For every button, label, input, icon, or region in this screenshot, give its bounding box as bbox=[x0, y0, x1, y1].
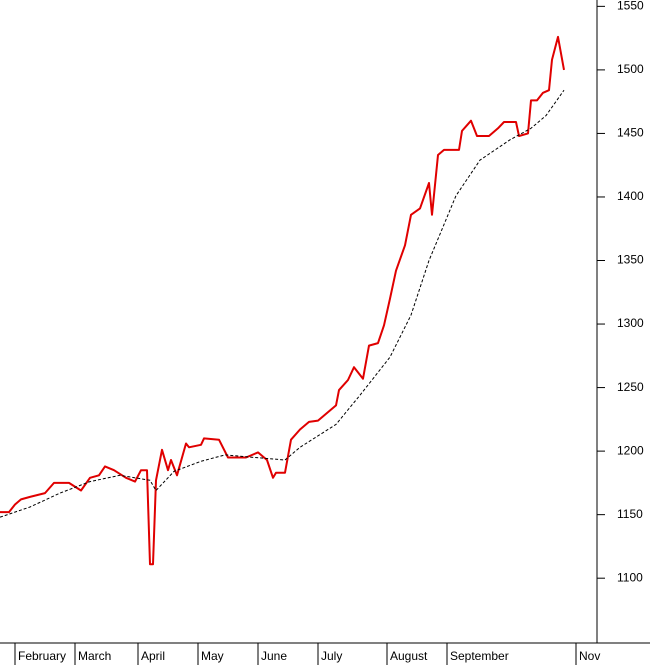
y-tick-label: 1250 bbox=[617, 380, 644, 394]
x-tick-label: February bbox=[18, 649, 66, 663]
y-tick-label: 1100 bbox=[617, 570, 643, 584]
series-line bbox=[0, 35, 565, 566]
y-tick-label: 1500 bbox=[617, 62, 644, 76]
x-tick-label: July bbox=[321, 649, 342, 663]
y-tick-label: 1350 bbox=[617, 253, 644, 267]
y-tick-label: 1300 bbox=[617, 316, 644, 330]
y-tick-label: 1400 bbox=[617, 189, 644, 203]
x-tick-label: April bbox=[141, 649, 165, 663]
x-tick-label: May bbox=[201, 649, 224, 663]
x-tick-label: September bbox=[450, 649, 509, 663]
y-tick-label: 1450 bbox=[617, 126, 644, 140]
x-tick-label: August bbox=[390, 649, 428, 663]
x-tick-label: March bbox=[78, 649, 111, 663]
series-line bbox=[0, 89, 565, 518]
x-tick-label: June bbox=[261, 649, 287, 663]
y-tick-label: 1200 bbox=[617, 443, 644, 457]
y-tick-label: 1550 bbox=[617, 0, 644, 13]
x-tick-label: Nov bbox=[579, 649, 600, 663]
y-tick-label: 1150 bbox=[617, 507, 643, 521]
